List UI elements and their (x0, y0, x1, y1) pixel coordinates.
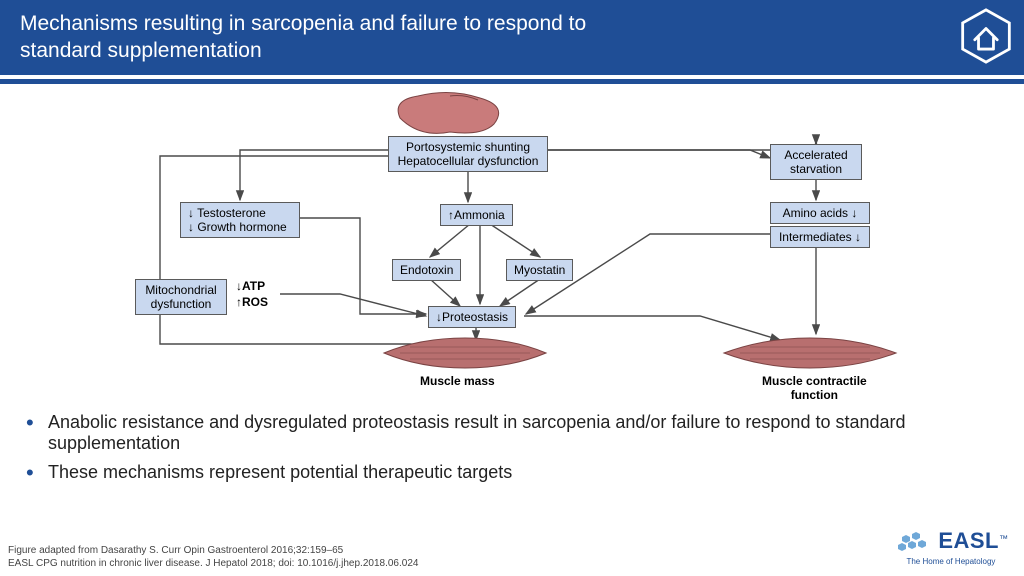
label-atp: ↓ATP (236, 279, 265, 293)
logo-subtitle: The Home of Hepatology (894, 557, 1008, 566)
muscle-mass-icon (380, 336, 550, 370)
node-accel-starv: Acceleratedstarvation (770, 144, 862, 181)
logo-title: EASL (938, 528, 999, 553)
node-myostatin: Myostatin (506, 259, 573, 281)
footnote-l2: EASL CPG nutrition in chronic liver dise… (8, 558, 418, 569)
node-ammonia: ↑Ammonia (440, 204, 513, 226)
label-muscle-func: Muscle contractile function (762, 374, 867, 402)
node-mito-l2: dysfunction (151, 297, 212, 311)
node-interm: Intermediates ↓ (770, 226, 870, 248)
footnote: Figure adapted from Dasarathy S. Curr Op… (8, 544, 418, 570)
node-testo: ↓ Testosterone ↓ Growth hormone (180, 202, 300, 239)
muscle-func-l1: Muscle contractile (762, 374, 867, 388)
title-line1: Mechanisms resulting in sarcopenia and f… (20, 12, 586, 35)
node-proteo: ↓Proteostasis (428, 306, 516, 328)
muscle-func-l2: function (791, 388, 838, 402)
node-mito: Mitochondrial dysfunction (135, 279, 227, 316)
node-source-l2: Hepatocellular dysfunction (398, 154, 539, 168)
flowchart-diagram: Portosystemic shunting Hepatocellular dy… (0, 84, 1024, 404)
easl-logo: EASL™ The Home of Hepatology (894, 528, 1008, 566)
title-line2: standard supplementation (20, 39, 262, 62)
node-mito-l1: Mitochondrial (145, 283, 216, 297)
muscle-func-icon (720, 336, 900, 370)
node-endotoxin: Endotoxin (392, 259, 461, 281)
node-testo-l1: ↓ Testosterone (188, 206, 266, 220)
node-testo-l2: ↓ Growth hormone (188, 220, 287, 234)
label-muscle-mass: Muscle mass (420, 374, 495, 388)
bullet-list: Anabolic resistance and dysregulated pro… (0, 404, 1024, 483)
bullet-item: Anabolic resistance and dysregulated pro… (48, 412, 984, 454)
bullet-item: These mechanisms represent potential the… (48, 462, 984, 483)
label-ros: ↑ROS (236, 295, 268, 309)
node-source-l1: Portosystemic shunting (406, 140, 530, 154)
slide-header: Mechanisms resulting in sarcopenia and f… (0, 0, 1024, 75)
node-amino: Amino acids ↓ (770, 202, 870, 224)
footnote-l1: Figure adapted from Dasarathy S. Curr Op… (8, 545, 343, 556)
liver-icon (390, 90, 510, 138)
node-source: Portosystemic shunting Hepatocellular dy… (388, 136, 548, 173)
home-icon[interactable] (958, 8, 1014, 64)
